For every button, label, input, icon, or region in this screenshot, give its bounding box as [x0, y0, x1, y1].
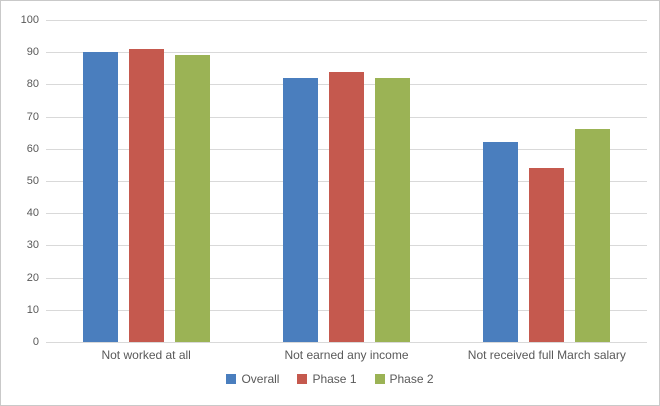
y-tick-label-10: 10: [26, 303, 39, 316]
y-tick-label-40: 40: [26, 207, 39, 220]
bar-group-2: [447, 20, 647, 342]
bar-overall-cat1: [282, 77, 318, 342]
legend-item-phase-1: Phase 1: [297, 372, 357, 386]
legend-label: Overall: [241, 372, 280, 386]
bar-phase-1-cat0: [128, 48, 164, 342]
category-label-2: Not received full March salary: [467, 348, 626, 362]
y-tick-label-0: 0: [32, 336, 39, 348]
y-tick-label-80: 80: [26, 78, 39, 91]
bar-group-1: [246, 20, 446, 342]
legend-swatch-icon: [297, 374, 308, 384]
gridline-y-100: [46, 20, 647, 21]
y-tick-label-70: 70: [26, 110, 39, 123]
legend-item-overall: Overall: [226, 372, 279, 386]
legend-swatch-icon: [374, 374, 385, 384]
legend: Overall Phase 1 Phase 2: [1, 372, 659, 386]
legend-label: Phase 1: [312, 372, 357, 386]
bar-phase-2-cat0: [174, 55, 210, 342]
y-tick-label-50: 50: [26, 175, 39, 187]
y-axis: 0 10 20 30 40 50 60 70 80 90 100: [1, 14, 39, 348]
category-label-0: Not worked at all: [101, 348, 191, 362]
bar-phase-2-cat1: [374, 77, 410, 342]
category-label-1: Not earned any income: [284, 348, 409, 362]
bar-overall-cat0: [82, 52, 118, 342]
legend-swatch-icon: [226, 374, 237, 384]
plot-area: [46, 20, 647, 343]
gridline-y-90: [46, 52, 647, 54]
bar-phase-1-cat2: [529, 168, 565, 342]
y-tick-label-20: 20: [26, 271, 39, 284]
bar-overall-cat2: [483, 142, 519, 342]
y-tick-label-100: 100: [20, 14, 39, 26]
legend-label: Phase 2: [389, 372, 434, 386]
bar-phase-2-cat2: [575, 129, 611, 342]
y-tick-label-30: 30: [26, 239, 39, 252]
bar-groups: [46, 20, 647, 342]
x-axis-category-labels: Not worked at all Not earned any income No…: [46, 348, 647, 362]
y-tick-label-90: 90: [26, 46, 39, 59]
y-tick-label-60: 60: [26, 142, 39, 155]
legend-item-phase-2: Phase 2: [374, 372, 434, 386]
bar-phase-1-cat1: [328, 71, 364, 342]
bar-group-0: [46, 20, 246, 342]
gridline-y-0: [46, 342, 647, 343]
